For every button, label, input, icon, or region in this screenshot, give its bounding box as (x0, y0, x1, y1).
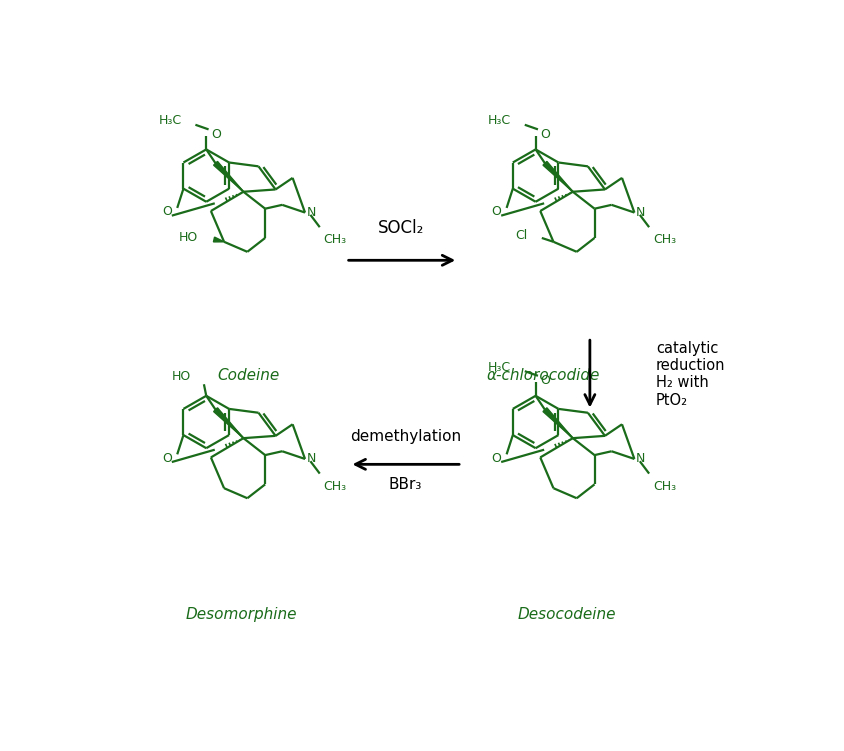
Text: O: O (540, 128, 550, 140)
Polygon shape (543, 408, 573, 438)
Text: N: N (636, 452, 646, 466)
Text: CH₃: CH₃ (653, 480, 676, 493)
Text: Desocodeine: Desocodeine (517, 607, 616, 622)
Text: SOCl₂: SOCl₂ (378, 219, 425, 237)
Text: O: O (540, 374, 550, 387)
Text: HO: HO (179, 231, 198, 243)
Text: N: N (306, 206, 316, 219)
Text: Codeine: Codeine (218, 368, 280, 383)
Text: CH₃: CH₃ (323, 234, 347, 246)
Text: H₃C: H₃C (488, 114, 511, 128)
Text: α-chlorocodide: α-chlorocodide (487, 368, 600, 383)
Text: O: O (162, 205, 172, 219)
Text: O: O (491, 205, 501, 219)
Text: catalytic
reduction
H₂ with
PtO₂: catalytic reduction H₂ with PtO₂ (656, 341, 725, 408)
Text: Cl: Cl (516, 229, 528, 242)
Polygon shape (214, 161, 243, 192)
Text: N: N (636, 206, 646, 219)
Text: CH₃: CH₃ (653, 234, 676, 246)
Text: H₃C: H₃C (488, 360, 511, 374)
Text: O: O (491, 451, 501, 465)
Text: O: O (162, 451, 172, 465)
Text: N: N (306, 452, 316, 466)
Polygon shape (214, 408, 243, 438)
Text: Desomorphine: Desomorphine (186, 607, 297, 622)
Text: demethylation: demethylation (350, 429, 461, 444)
Text: BBr₃: BBr₃ (389, 478, 422, 493)
Text: HO: HO (171, 370, 191, 383)
Polygon shape (214, 237, 224, 242)
Text: H₃C: H₃C (159, 114, 181, 128)
Text: CH₃: CH₃ (323, 480, 347, 493)
Text: O: O (211, 128, 221, 140)
Polygon shape (543, 161, 573, 192)
